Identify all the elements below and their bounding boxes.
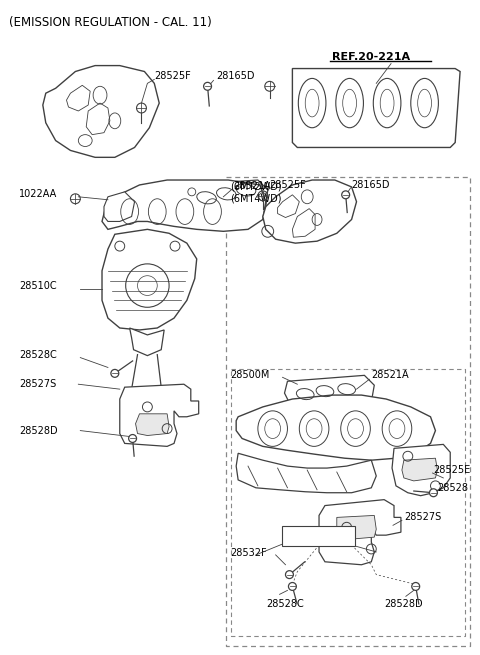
Circle shape (286, 571, 293, 578)
Polygon shape (392, 444, 450, 496)
Text: 28528D: 28528D (384, 599, 423, 609)
Polygon shape (263, 180, 357, 243)
Polygon shape (120, 384, 199, 446)
Circle shape (412, 582, 420, 590)
Polygon shape (182, 180, 268, 219)
Text: 28528: 28528 (437, 483, 468, 493)
Circle shape (342, 191, 349, 198)
Text: 28525E: 28525E (433, 465, 471, 475)
Polygon shape (86, 103, 110, 135)
Circle shape (430, 489, 437, 496)
Text: 28165D: 28165D (216, 71, 255, 81)
Text: 28521A: 28521A (233, 181, 271, 191)
Polygon shape (319, 500, 401, 565)
Circle shape (111, 369, 119, 377)
Text: 28528D: 28528D (19, 426, 58, 436)
Circle shape (204, 83, 212, 90)
Polygon shape (102, 229, 197, 330)
Circle shape (129, 434, 136, 442)
Text: REF.20-221A: REF.20-221A (332, 52, 410, 62)
Polygon shape (292, 69, 460, 147)
Text: 28500M: 28500M (230, 370, 270, 381)
Text: 28528C: 28528C (266, 599, 303, 609)
Polygon shape (135, 414, 169, 436)
Circle shape (288, 582, 296, 590)
Text: 28528C: 28528C (19, 350, 57, 360)
Polygon shape (236, 453, 376, 493)
Polygon shape (277, 195, 300, 217)
Polygon shape (104, 192, 134, 221)
Polygon shape (130, 328, 164, 356)
Text: 28525F: 28525F (154, 71, 191, 81)
Text: 28510C: 28510C (19, 280, 57, 291)
Text: 28532F: 28532F (286, 531, 322, 541)
Polygon shape (236, 395, 435, 460)
Text: 28521A: 28521A (372, 370, 409, 381)
Polygon shape (292, 209, 315, 237)
FancyBboxPatch shape (282, 526, 355, 546)
Text: 28165D: 28165D (351, 180, 390, 190)
Polygon shape (402, 458, 437, 481)
Text: 1022AA: 1022AA (19, 189, 58, 199)
Polygon shape (102, 180, 266, 231)
Text: 28527S: 28527S (404, 512, 441, 523)
Polygon shape (67, 85, 90, 111)
Polygon shape (285, 375, 374, 414)
Polygon shape (337, 515, 376, 539)
Text: (6MT4WD): (6MT4WD) (230, 194, 282, 204)
Text: 28525F: 28525F (270, 180, 306, 190)
Polygon shape (43, 66, 159, 157)
Text: 28527S: 28527S (19, 379, 56, 389)
Text: (6MT2WD): (6MT2WD) (230, 182, 282, 192)
Text: 28532F: 28532F (230, 548, 267, 558)
Text: (EMISSION REGULATION - CAL. 11): (EMISSION REGULATION - CAL. 11) (9, 16, 212, 29)
